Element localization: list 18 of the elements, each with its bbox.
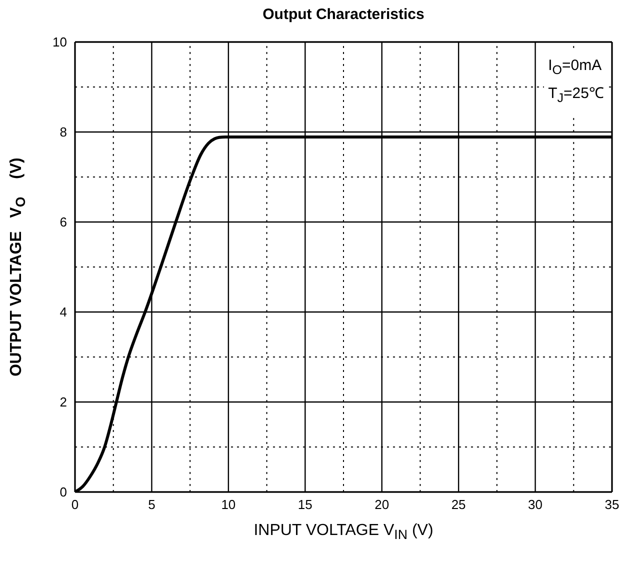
y-tick-label: 10 bbox=[52, 34, 67, 50]
x-tick-label: 0 bbox=[71, 497, 79, 512]
chart-title: Output Characteristics bbox=[262, 6, 426, 23]
y-tick-label: 4 bbox=[60, 304, 67, 320]
annotation: T$_{J}$=25℃ bbox=[548, 84, 604, 107]
x-tick-label: 30 bbox=[528, 497, 543, 512]
x-axis-title: INPUT VOLTAGE V$_{IN}$ (V) bbox=[252, 522, 434, 542]
x-tick-label: 15 bbox=[298, 497, 312, 512]
y-tick-label: 0 bbox=[60, 484, 67, 500]
y-tick-label: 8 bbox=[60, 124, 67, 140]
x-tick-label: 10 bbox=[221, 497, 236, 512]
y-tick-label: 6 bbox=[60, 214, 67, 230]
y-tick-label: 2 bbox=[60, 394, 67, 410]
annotation: I$_{O}$=0mA bbox=[548, 56, 603, 79]
x-tick-label: 5 bbox=[148, 497, 156, 512]
x-tick-label: 20 bbox=[374, 497, 390, 512]
x-tick-label: 35 bbox=[604, 497, 619, 512]
x-tick-label: 25 bbox=[451, 497, 466, 512]
